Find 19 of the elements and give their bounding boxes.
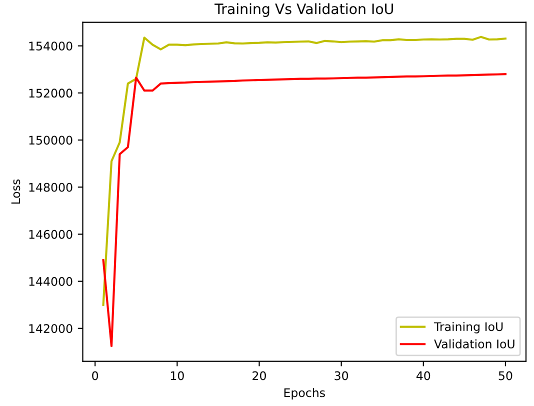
y-tick-label: 142000 bbox=[29, 324, 72, 334]
x-axis-title: Epochs bbox=[284, 388, 325, 400]
x-tick-label: 20 bbox=[252, 371, 266, 380]
y-tick-label: 154000 bbox=[29, 42, 72, 51]
y-tick-label: 146000 bbox=[29, 230, 72, 239]
y-tick-label: 144000 bbox=[29, 277, 72, 286]
y-tick-label: 148000 bbox=[29, 182, 72, 192]
x-tick-label: 40 bbox=[416, 371, 430, 380]
x-tick-label: 0 bbox=[92, 371, 98, 380]
y-tick-label: 152000 bbox=[29, 88, 72, 98]
line-series bbox=[102, 36, 507, 306]
x-tick-label: 50 bbox=[498, 371, 512, 380]
x-tick-label: 30 bbox=[334, 371, 348, 380]
x-tick-label: 10 bbox=[170, 371, 184, 380]
y-axis-title: Loss bbox=[11, 179, 20, 204]
y-tick-label: 150000 bbox=[29, 136, 72, 145]
legend-label: Validation IoU bbox=[434, 339, 514, 348]
chart-title: Training Vs Validation IoU bbox=[214, 3, 393, 17]
legend-label: Training IoU bbox=[434, 322, 503, 334]
